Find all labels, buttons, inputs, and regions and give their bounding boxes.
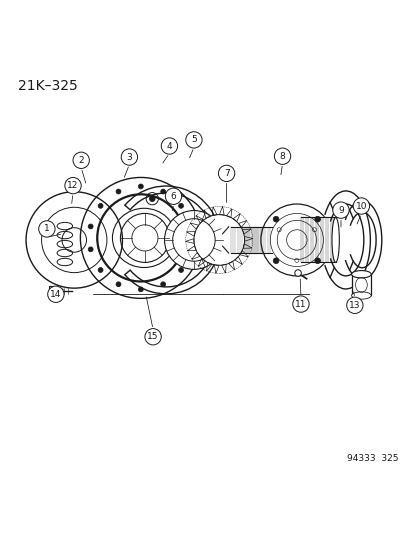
Bar bbox=[48, 286, 53, 296]
Circle shape bbox=[260, 204, 332, 276]
Circle shape bbox=[178, 268, 183, 272]
Ellipse shape bbox=[331, 217, 339, 262]
Text: 11: 11 bbox=[294, 300, 306, 309]
Circle shape bbox=[274, 148, 290, 164]
Circle shape bbox=[116, 282, 121, 287]
Text: 10: 10 bbox=[355, 201, 366, 211]
Circle shape bbox=[188, 247, 193, 252]
Ellipse shape bbox=[351, 271, 370, 278]
Text: 6: 6 bbox=[170, 192, 176, 201]
Circle shape bbox=[193, 215, 244, 265]
Text: 13: 13 bbox=[348, 301, 360, 310]
Circle shape bbox=[88, 224, 93, 229]
Circle shape bbox=[294, 270, 301, 276]
Circle shape bbox=[39, 221, 55, 237]
Text: 94333  325: 94333 325 bbox=[347, 454, 398, 463]
Text: 15: 15 bbox=[147, 332, 159, 341]
Circle shape bbox=[138, 184, 143, 189]
Circle shape bbox=[188, 224, 193, 229]
Circle shape bbox=[121, 149, 137, 165]
Circle shape bbox=[138, 287, 143, 292]
Circle shape bbox=[292, 296, 309, 312]
Circle shape bbox=[218, 165, 234, 182]
Text: 4: 4 bbox=[166, 141, 172, 150]
Circle shape bbox=[65, 177, 81, 194]
Circle shape bbox=[98, 268, 103, 272]
Text: 7: 7 bbox=[223, 169, 229, 178]
Circle shape bbox=[161, 138, 177, 154]
Text: 2: 2 bbox=[78, 156, 84, 165]
Circle shape bbox=[165, 188, 181, 205]
Circle shape bbox=[314, 258, 320, 264]
Text: 14: 14 bbox=[50, 290, 62, 299]
Circle shape bbox=[185, 132, 202, 148]
Circle shape bbox=[73, 152, 89, 168]
Circle shape bbox=[88, 247, 93, 252]
Circle shape bbox=[149, 196, 155, 201]
Text: 9: 9 bbox=[337, 206, 343, 215]
Circle shape bbox=[178, 204, 183, 208]
Text: 1: 1 bbox=[44, 224, 50, 233]
Bar bbox=[351, 274, 370, 295]
Circle shape bbox=[346, 297, 362, 313]
Circle shape bbox=[160, 282, 165, 287]
Text: 5: 5 bbox=[190, 135, 196, 144]
Circle shape bbox=[164, 211, 223, 269]
Circle shape bbox=[314, 216, 320, 222]
Circle shape bbox=[47, 286, 64, 302]
Circle shape bbox=[145, 328, 161, 345]
Text: 12: 12 bbox=[67, 181, 78, 190]
Circle shape bbox=[273, 216, 278, 222]
Text: 21K–325: 21K–325 bbox=[18, 78, 78, 93]
Circle shape bbox=[273, 258, 278, 264]
Text: 8: 8 bbox=[279, 152, 285, 161]
Ellipse shape bbox=[351, 292, 370, 299]
Text: 3: 3 bbox=[126, 152, 132, 161]
Circle shape bbox=[352, 198, 369, 214]
Circle shape bbox=[98, 204, 103, 208]
Circle shape bbox=[116, 189, 121, 194]
Circle shape bbox=[160, 189, 165, 194]
Circle shape bbox=[332, 202, 348, 219]
